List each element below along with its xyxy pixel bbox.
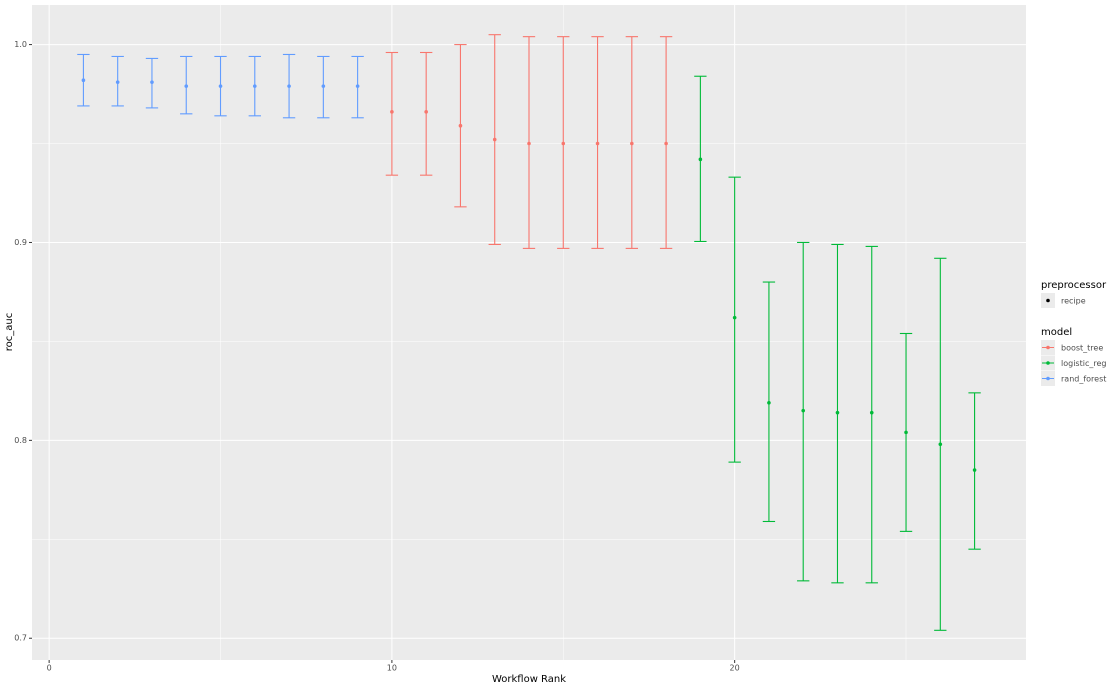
legend-swatch xyxy=(1046,361,1050,365)
point xyxy=(252,84,257,88)
point xyxy=(527,141,531,146)
point xyxy=(150,80,154,84)
legend-swatch xyxy=(1046,298,1050,303)
x-tick-label: 0 xyxy=(47,664,52,673)
legend-label: boost_tree xyxy=(1061,344,1103,353)
legend-swatch xyxy=(1046,376,1050,381)
point xyxy=(869,410,874,415)
x-tick-label: 20 xyxy=(730,664,740,673)
point xyxy=(115,80,120,84)
point xyxy=(287,84,291,88)
point xyxy=(321,84,326,88)
legend-title: preprocessor xyxy=(1041,280,1107,291)
legend-label: logistic_reg xyxy=(1061,359,1106,368)
y-axis-title: roc_auc xyxy=(4,313,15,351)
error-bar xyxy=(865,245,878,584)
point xyxy=(492,137,497,142)
legend-title: model xyxy=(1041,327,1072,338)
point xyxy=(904,430,908,435)
x-tick-label: 10 xyxy=(387,664,397,673)
y-tick-label: 0.9 xyxy=(14,238,27,247)
y-tick-label: 0.8 xyxy=(14,436,27,445)
point xyxy=(390,110,394,114)
x-axis-title: Workflow Rank xyxy=(492,674,566,685)
error-bar xyxy=(728,176,741,463)
point xyxy=(81,78,86,82)
point xyxy=(835,410,840,415)
legend-swatch xyxy=(1046,345,1050,350)
point xyxy=(595,141,600,146)
point xyxy=(218,84,223,88)
legend-label: recipe xyxy=(1061,297,1086,306)
error-bar xyxy=(385,51,399,176)
point xyxy=(424,110,428,114)
error-bar xyxy=(420,51,433,176)
point xyxy=(630,141,634,146)
point xyxy=(458,123,463,128)
point xyxy=(972,468,977,472)
point xyxy=(732,315,737,320)
y-tick-label: 1.0 xyxy=(14,40,27,49)
point xyxy=(664,141,668,146)
point xyxy=(698,157,703,162)
point xyxy=(767,400,771,405)
point xyxy=(355,84,360,88)
point xyxy=(801,408,806,413)
y-tick-label: 0.7 xyxy=(14,634,27,643)
point xyxy=(184,84,189,88)
point xyxy=(938,442,943,447)
point xyxy=(561,141,566,146)
legend-label: rand_forest xyxy=(1061,375,1106,384)
